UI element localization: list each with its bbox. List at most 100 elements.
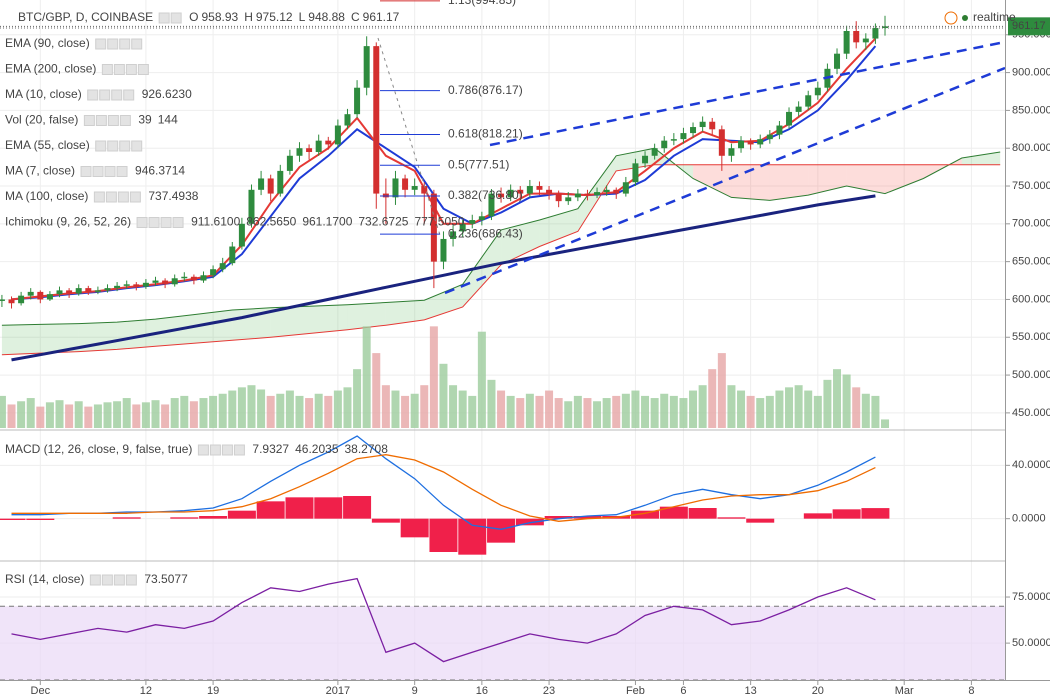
volume-bar: [775, 390, 784, 428]
x-tick-label: 9: [412, 685, 418, 697]
macd-histogram-bar: [688, 508, 717, 519]
volume-bar: [756, 398, 765, 428]
ohlc-key: O: [189, 10, 198, 24]
legend-icon: [123, 89, 135, 101]
status-dot: [962, 15, 968, 21]
volume-bar: [583, 398, 592, 428]
legend-icon: [129, 191, 141, 203]
candle-body: [642, 155, 649, 164]
volume-bar: [785, 387, 794, 428]
cloud-segment: [769, 164, 809, 201]
y-tick-label: 850.0000: [1012, 104, 1050, 116]
candle-body: [574, 193, 581, 198]
candle-body: [18, 295, 25, 304]
volume-bar: [506, 395, 515, 428]
volume-bar: [708, 369, 717, 428]
legend-icon: [197, 444, 209, 456]
macd-histogram-bar: [544, 516, 573, 519]
volume-bar: [372, 353, 381, 428]
candle-body: [373, 46, 380, 194]
macd-line: [11, 454, 876, 522]
volume-bar: [189, 401, 198, 428]
cloud-segment: [270, 306, 310, 338]
candle-body: [843, 31, 850, 54]
volume-bar: [545, 390, 554, 428]
volume-bar: [122, 398, 131, 428]
macd-histogram-bar: [343, 496, 372, 519]
volume-bar: [209, 395, 218, 428]
volume-bar: [257, 389, 266, 428]
legend-icon: [117, 191, 129, 203]
legend-value: 926.6230: [142, 87, 192, 101]
legend-label: MA (10, close): [5, 87, 82, 101]
volume-bar: [36, 406, 45, 428]
volume-bar: [497, 390, 506, 428]
y-tick-label: 450.0000: [1012, 407, 1050, 419]
volume-bar: [516, 398, 525, 428]
fib-label: 0.618(818.21): [448, 127, 523, 141]
candle-body: [507, 189, 514, 198]
fib-label: 0.5(777.51): [448, 157, 509, 171]
volume-bar: [669, 395, 678, 428]
legend-label: MA (100, close): [5, 189, 88, 203]
legend-icon: [95, 115, 107, 126]
volume-bar: [429, 326, 438, 428]
volume-bar: [650, 398, 659, 428]
legend-icon: [107, 115, 119, 126]
candle-body: [718, 129, 725, 156]
volume-bar: [804, 390, 813, 428]
legend-icon: [136, 217, 148, 228]
annotations: 1.13(994.85) 0.786(876.17) 0.618(818.21) 0.…: [0, 0, 1005, 240]
cloud-segment: [40, 323, 79, 354]
cloud-segment: [385, 300, 425, 326]
candle-body: [536, 186, 543, 190]
candle-body: [766, 134, 773, 140]
volume-bar: [449, 385, 458, 428]
candle-body: [56, 290, 63, 295]
legend: BTC/GBP, D, COINBASE O 958.93 H 975.12 L 948.8…: [0, 10, 1005, 586]
cloud-segment: [424, 284, 463, 320]
candle-body: [402, 178, 409, 190]
panel-value: 46.2035: [295, 442, 339, 456]
macd-histogram-bar: [832, 509, 861, 519]
legend-icon: [119, 38, 131, 50]
volume-bar: [285, 390, 294, 428]
cloud-segment: [232, 307, 271, 341]
candle-body: [738, 140, 745, 149]
legend-icon: [89, 574, 101, 586]
candle-body: [66, 290, 73, 294]
y-tick-label: 0.0000: [1012, 513, 1046, 525]
macd-histogram-bar: [256, 501, 285, 519]
candle-body: [104, 288, 111, 291]
alert-icon[interactable]: [944, 11, 958, 25]
candle-body: [546, 189, 553, 194]
last-price-badge: [1008, 17, 1050, 36]
macd-histogram-bar: [515, 518, 544, 526]
trend-lines: [377, 37, 1006, 295]
cloud-segment: [501, 220, 540, 265]
y-tick-label: 600.0000: [1012, 293, 1050, 305]
candle-body: [834, 53, 841, 69]
legend-icon: [233, 444, 245, 456]
volume-bar: [813, 395, 822, 428]
macd-histogram-bar: [861, 508, 890, 519]
candle-body: [219, 263, 226, 270]
candle-body: [594, 192, 601, 196]
last-price-label: 961.17: [1012, 20, 1046, 32]
candle-body: [181, 276, 188, 279]
candle-body: [469, 220, 476, 224]
candle-body: [171, 278, 178, 285]
realtime-label: realtime: [973, 10, 1016, 24]
candle-body: [325, 140, 332, 145]
candle-body: [152, 280, 159, 283]
legend-icon: [116, 166, 128, 177]
legend-value: 777.5050: [414, 215, 464, 229]
volume-bar: [161, 404, 170, 428]
volume-bar: [593, 401, 602, 428]
volume-bar: [842, 374, 851, 428]
x-tick-label: 20: [812, 685, 824, 697]
candle-body: [584, 193, 591, 196]
candle-body: [690, 127, 697, 134]
